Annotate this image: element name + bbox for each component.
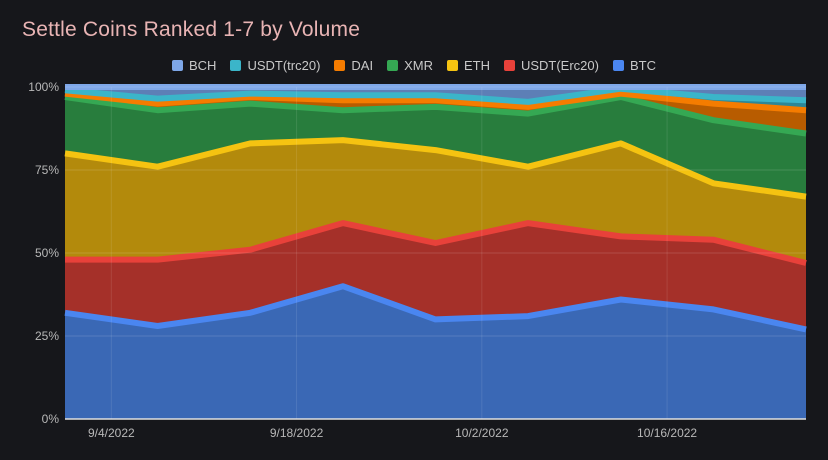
legend-item-xmr[interactable]: XMR [387,58,433,73]
area-eth[interactable] [65,140,806,263]
gridlines [65,86,806,420]
x-tick-label-0: 9/4/2022 [88,426,135,440]
chart-title: Settle Coins Ranked 1-7 by Volume [22,18,361,41]
legend-item-usdt-erc20[interactable]: USDT(Erc20) [503,58,599,73]
legend-label-bch: BCH [189,58,217,73]
y-tick-label-75: 75% [35,163,59,177]
line-usdt-trc20[interactable] [64,85,807,105]
line-dai[interactable] [64,90,807,114]
y-tick-label-100: 100% [28,80,59,94]
y-tick-label-50: 50% [35,246,59,260]
axis-labels: 0% 25% 50% 75% 100% 9/4/2022 9/18/2022 10/2/202… [28,80,697,440]
legend-item-eth[interactable]: ETH [446,58,490,73]
area-usdt-erc20[interactable] [65,223,806,330]
line-usdt-erc20[interactable] [65,220,807,266]
y-tick-label-25: 25% [35,329,59,343]
legend-swatch-usdt-erc20 [503,60,515,71]
legend-label-dai: DAI [351,58,374,73]
legend-item-bch[interactable]: BCH [172,58,216,73]
legend-item-usdt-trc20[interactable]: USDT(trc20) [230,58,320,73]
legend-swatch-xmr [387,60,399,71]
legend-label-usdt-trc20: USDT(trc20) [247,58,321,73]
legend-swatch-dai [334,60,346,71]
x-tick-label-1: 9/18/2022 [270,426,324,440]
legend-swatch-usdt-trc20 [230,60,242,71]
x-tick-label-2: 10/2/2022 [455,426,509,440]
line-xmr[interactable] [64,94,807,137]
legend-item-dai[interactable]: DAI [334,58,373,73]
area-xmr[interactable] [65,97,806,197]
line-eth[interactable] [64,137,807,200]
legend-swatch-btc [612,60,624,71]
legend-label-btc: BTC [629,58,656,73]
area-btc[interactable] [65,286,806,419]
y-tick-label-0: 0% [42,412,60,426]
legend-label-usdt-erc20: USDT(Erc20) [520,58,599,73]
legend-label-eth: ETH [463,58,490,73]
line-btc[interactable] [64,283,807,333]
series-lines [64,84,807,333]
x-tick-label-3: 10/16/2022 [637,426,697,440]
legend-item-btc[interactable]: BTC [612,58,656,73]
legend-swatch-eth [446,60,458,71]
legend-label-xmr: XMR [404,58,433,73]
legend: BCH USDT(trc20) DAI XMR ETH USDT(Erc20) … [0,58,828,73]
legend-swatch-bch [172,60,183,71]
